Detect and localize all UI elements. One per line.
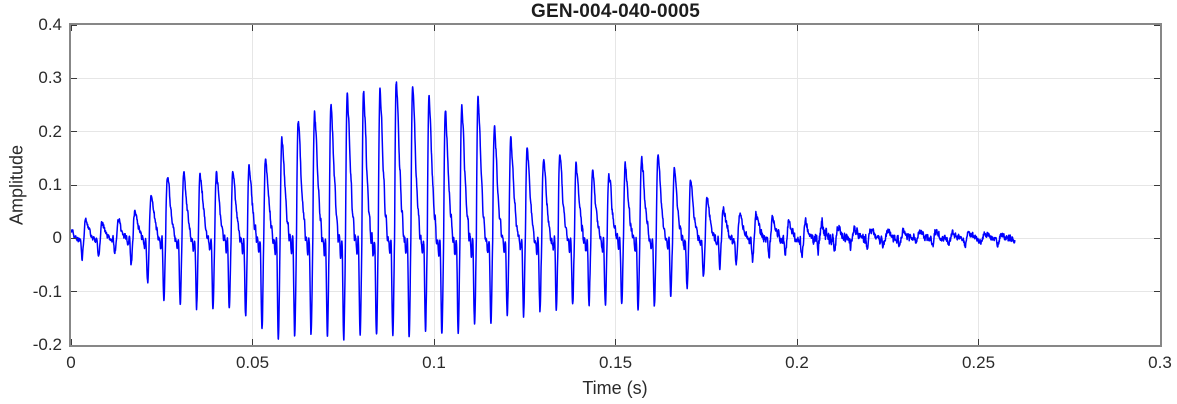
y-tick-mark [1154,24,1160,26]
y-tick-label: 0.3 [38,68,62,88]
y-tick-label: -0.1 [32,281,62,301]
y-tick-mark [71,77,77,79]
x-tick-label: 0.2 [785,353,809,372]
y-tick-mark [1154,131,1160,133]
y-tick-label: 0 [52,228,62,248]
y-tick-mark [71,344,77,346]
x-tick-mark [615,25,616,31]
x-tick-label: 0.05 [235,353,270,372]
x-tick-label: 0.3 [1148,353,1172,372]
y-tick-mark [1154,237,1160,239]
y-tick-label: 0.4 [38,15,62,34]
y-tick-mark [1154,77,1160,79]
y-tick-label: -0.2 [32,335,62,354]
x-tick-mark [978,25,979,31]
y-tick-mark [1154,291,1160,293]
x-tick-label: 0.1 [422,353,446,372]
y-tick-mark [71,184,77,186]
y-tick-label: 0.1 [38,175,62,194]
waveform-canvas [71,25,1160,345]
x-tick-mark [252,339,253,345]
x-tick-mark [978,339,979,345]
x-tick-mark [433,339,435,345]
y-tick-mark [1154,184,1160,186]
x-tick-label: 0.15 [598,353,633,372]
y-tick-mark [71,237,77,239]
y-tick-mark [1154,344,1160,346]
x-tick-mark [796,339,798,345]
x-tick-mark [796,25,798,31]
y-tick-mark [71,24,77,26]
y-tick-mark [71,131,77,133]
x-tick-mark [1159,25,1161,31]
x-tick-mark [252,25,253,31]
y-tick-label: 0.2 [38,121,62,141]
chart-title: GEN-004-040-0005 [530,1,701,22]
x-axis-label: Time (s) [582,378,648,398]
x-tick-mark [70,25,72,31]
plot-area [70,24,1161,346]
x-tick-mark [70,339,72,345]
x-tick-mark [615,339,616,345]
x-tick-label: 0 [66,353,76,372]
x-tick-label: 0.25 [961,353,996,372]
x-tick-mark [433,25,435,31]
y-tick-mark [71,291,77,293]
